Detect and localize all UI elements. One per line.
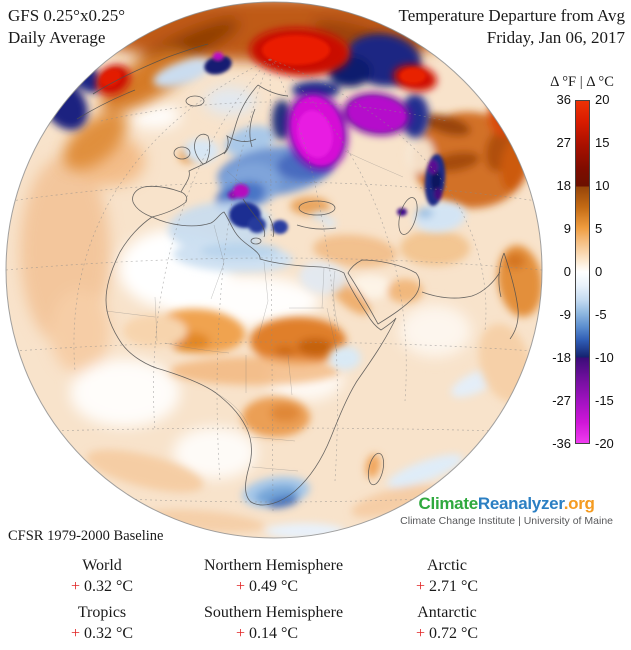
legend-title-f: Δ °F <box>550 74 577 90</box>
stat-label: Tropics <box>77 604 127 621</box>
legend-tick-c: -10 <box>595 350 614 365</box>
stat-number: 0.14 °C <box>248 625 299 642</box>
plus-sign: + <box>415 578 425 595</box>
legend-tick-f: -9 <box>559 307 571 322</box>
legend-tick-c: -20 <box>595 436 614 451</box>
stat-label: Antarctic <box>417 604 477 621</box>
legend-tick-c: 5 <box>595 221 603 236</box>
stat-number: 2.71 °C <box>428 578 479 595</box>
logo-part-climate[interactable]: Climate <box>418 494 479 513</box>
model-info: GFS 0.25°x0.25° Daily Average <box>8 5 125 49</box>
legend-colorbar <box>575 100 590 444</box>
legend-tick-f: -18 <box>552 350 571 365</box>
legend-tick-c: 15 <box>595 135 610 150</box>
plus-sign: + <box>70 625 80 642</box>
legend-tick-f: 0 <box>563 264 571 279</box>
legend-tick-f: -36 <box>552 436 571 451</box>
stat-value: + 0.32 °C <box>0 623 204 644</box>
anomaly-stats: World + 0.32 °C Northern Hemisphere + 0.… <box>0 556 564 644</box>
map-title: Temperature Departure from Avg <box>398 6 625 25</box>
stat-number: 0.32 °C <box>83 578 134 595</box>
legend-tick-f: -27 <box>552 393 571 408</box>
stat-number: 0.32 °C <box>83 625 134 642</box>
plus-sign: + <box>235 625 245 642</box>
stat-label: World <box>82 557 122 574</box>
stat-value: + 2.71 °C <box>330 576 564 597</box>
legend-tick-f: 18 <box>556 178 571 193</box>
stat-number: 0.72 °C <box>428 625 479 642</box>
stat-value: + 0.32 °C <box>0 576 204 597</box>
stat-northern-hemisphere: Northern Hemisphere + 0.49 °C <box>204 556 344 597</box>
stat-tropics: Tropics + 0.32 °C <box>0 603 204 644</box>
legend-tick-c: 20 <box>595 92 610 107</box>
legend-tick-f: 27 <box>556 135 571 150</box>
legend-tick-c: -15 <box>595 393 614 408</box>
legend-tick-f: 36 <box>556 92 571 107</box>
plus-sign: + <box>415 625 425 642</box>
legend-tick-c: -5 <box>595 307 607 322</box>
stat-number: 0.49 °C <box>248 578 299 595</box>
model-name: GFS 0.25°x0.25° <box>8 6 126 25</box>
stat-antarctic: Antarctic + 0.72 °C <box>330 603 564 644</box>
baseline-label: CFSR 1979-2000 Baseline <box>8 528 164 544</box>
stat-label: Southern Hemisphere <box>204 604 344 621</box>
map-title-block: Temperature Departure from Avg Friday, J… <box>399 5 625 49</box>
legend-title-c: Δ °C <box>586 74 614 90</box>
climate-reanalyzer-logo[interactable]: ClimateReanalyzer.org Climate Change Ins… <box>400 494 613 528</box>
stat-label: Northern Hemisphere <box>204 557 344 574</box>
logo-wordmark[interactable]: ClimateReanalyzer.org <box>400 494 613 514</box>
stat-value: + 0.14 °C <box>204 623 330 644</box>
legend-tick-c: 10 <box>595 178 610 193</box>
anomaly-globe-map <box>5 1 543 539</box>
legend-title-separator: | <box>579 74 583 90</box>
logo-subtitle: Climate Change Institute | University of… <box>400 515 613 527</box>
legend-title: Δ °F | Δ °C <box>538 74 626 91</box>
stat-value: + 0.72 °C <box>330 623 564 644</box>
plus-sign: + <box>235 578 245 595</box>
map-date: Friday, Jan 06, 2017 <box>486 28 625 47</box>
legend-tick-f: 9 <box>563 221 571 236</box>
legend-tick-c: 0 <box>595 264 603 279</box>
stat-label: Arctic <box>427 557 467 574</box>
logo-part-reanalyzer[interactable]: Reanalyzer <box>477 494 564 513</box>
plus-sign: + <box>70 578 80 595</box>
model-average: Daily Average <box>8 28 106 47</box>
stat-arctic: Arctic + 2.71 °C <box>330 556 564 597</box>
stat-southern-hemisphere: Southern Hemisphere + 0.14 °C <box>204 603 344 644</box>
stat-value: + 0.49 °C <box>204 576 330 597</box>
stat-world: World + 0.32 °C <box>0 556 204 597</box>
logo-part-org[interactable]: .org <box>563 494 595 513</box>
